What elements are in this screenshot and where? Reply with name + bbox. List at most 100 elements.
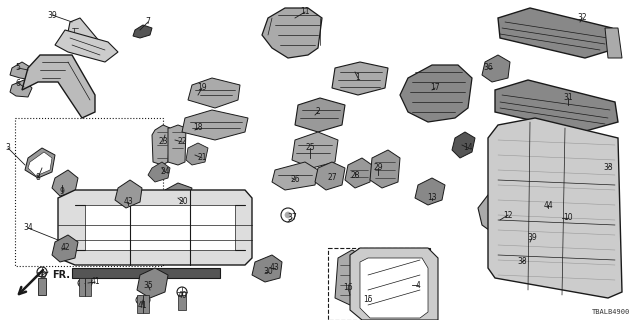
Polygon shape [415, 178, 445, 205]
Polygon shape [315, 162, 345, 190]
Text: 15: 15 [363, 295, 373, 305]
Polygon shape [85, 205, 235, 250]
Text: 40: 40 [37, 270, 47, 279]
Polygon shape [272, 162, 318, 190]
Polygon shape [143, 295, 149, 313]
Text: 11: 11 [300, 7, 310, 17]
Polygon shape [168, 125, 186, 165]
Text: 28: 28 [350, 171, 360, 180]
Polygon shape [186, 143, 208, 165]
Text: 13: 13 [427, 194, 437, 203]
Polygon shape [488, 118, 622, 298]
Polygon shape [137, 295, 143, 313]
Polygon shape [295, 98, 345, 132]
Text: 5: 5 [15, 63, 20, 73]
Polygon shape [345, 158, 372, 188]
Text: 35: 35 [143, 281, 153, 290]
Polygon shape [72, 268, 220, 278]
Polygon shape [162, 183, 192, 208]
Text: 32: 32 [577, 13, 587, 22]
Polygon shape [395, 260, 428, 298]
Polygon shape [555, 198, 592, 235]
Polygon shape [58, 190, 252, 265]
Bar [508, 145, 548, 175]
Text: 1: 1 [356, 74, 360, 83]
Text: 34: 34 [23, 223, 33, 233]
Text: 10: 10 [563, 213, 573, 222]
Text: 2: 2 [316, 108, 321, 116]
Polygon shape [370, 150, 400, 188]
Text: 37: 37 [287, 213, 297, 222]
Polygon shape [350, 248, 438, 320]
Polygon shape [365, 255, 400, 305]
Polygon shape [495, 80, 618, 132]
Text: 18: 18 [193, 124, 203, 132]
Text: 33: 33 [603, 164, 613, 172]
Polygon shape [452, 132, 475, 158]
Polygon shape [515, 225, 548, 265]
Polygon shape [133, 25, 152, 38]
Text: 3: 3 [6, 143, 10, 153]
Bar [508, 195, 548, 225]
Polygon shape [38, 278, 46, 295]
Bar [555, 145, 595, 175]
Polygon shape [482, 55, 510, 82]
Polygon shape [360, 258, 428, 318]
Text: 40: 40 [177, 291, 187, 300]
Text: 31: 31 [563, 93, 573, 102]
Polygon shape [478, 182, 535, 238]
Text: 20: 20 [178, 197, 188, 206]
Text: 27: 27 [327, 173, 337, 182]
Polygon shape [188, 78, 240, 108]
Text: 36: 36 [483, 63, 493, 73]
Text: 9: 9 [60, 188, 65, 196]
Polygon shape [152, 125, 170, 165]
Polygon shape [137, 268, 168, 298]
Text: 22: 22 [177, 138, 187, 147]
Text: 39: 39 [47, 11, 57, 20]
Text: 14: 14 [463, 143, 473, 153]
Polygon shape [335, 250, 368, 305]
Text: 43: 43 [270, 263, 280, 273]
Polygon shape [10, 62, 35, 80]
Polygon shape [498, 8, 618, 58]
Text: 17: 17 [430, 84, 440, 92]
Polygon shape [68, 18, 105, 55]
Text: 38: 38 [517, 258, 527, 267]
Text: 42: 42 [60, 244, 70, 252]
Bar [15, 118, 163, 266]
Polygon shape [605, 28, 622, 58]
Polygon shape [292, 132, 338, 168]
Polygon shape [115, 180, 142, 208]
Text: 41: 41 [137, 300, 147, 309]
Circle shape [262, 265, 268, 271]
Text: 41: 41 [90, 277, 100, 286]
Polygon shape [85, 278, 91, 296]
Text: 44: 44 [543, 201, 553, 210]
Text: TBALB4900: TBALB4900 [592, 309, 630, 315]
Text: 7: 7 [145, 18, 150, 27]
Text: 16: 16 [343, 284, 353, 292]
Text: 4: 4 [415, 281, 420, 290]
Text: 12: 12 [503, 211, 513, 220]
Text: 23: 23 [158, 138, 168, 147]
Circle shape [285, 212, 291, 218]
Polygon shape [52, 170, 78, 196]
Polygon shape [28, 152, 52, 176]
Text: 39: 39 [527, 234, 537, 243]
Polygon shape [182, 110, 248, 140]
Polygon shape [22, 55, 95, 118]
Polygon shape [52, 235, 78, 262]
Text: 25: 25 [305, 143, 315, 153]
Polygon shape [252, 255, 282, 282]
Polygon shape [79, 278, 85, 296]
Text: 6: 6 [15, 78, 20, 87]
Text: 29: 29 [373, 164, 383, 172]
Text: 21: 21 [197, 154, 207, 163]
Polygon shape [178, 295, 186, 310]
Text: 24: 24 [160, 167, 170, 177]
Polygon shape [148, 162, 170, 182]
Polygon shape [10, 80, 32, 97]
Text: 19: 19 [197, 84, 207, 92]
Polygon shape [262, 8, 322, 58]
